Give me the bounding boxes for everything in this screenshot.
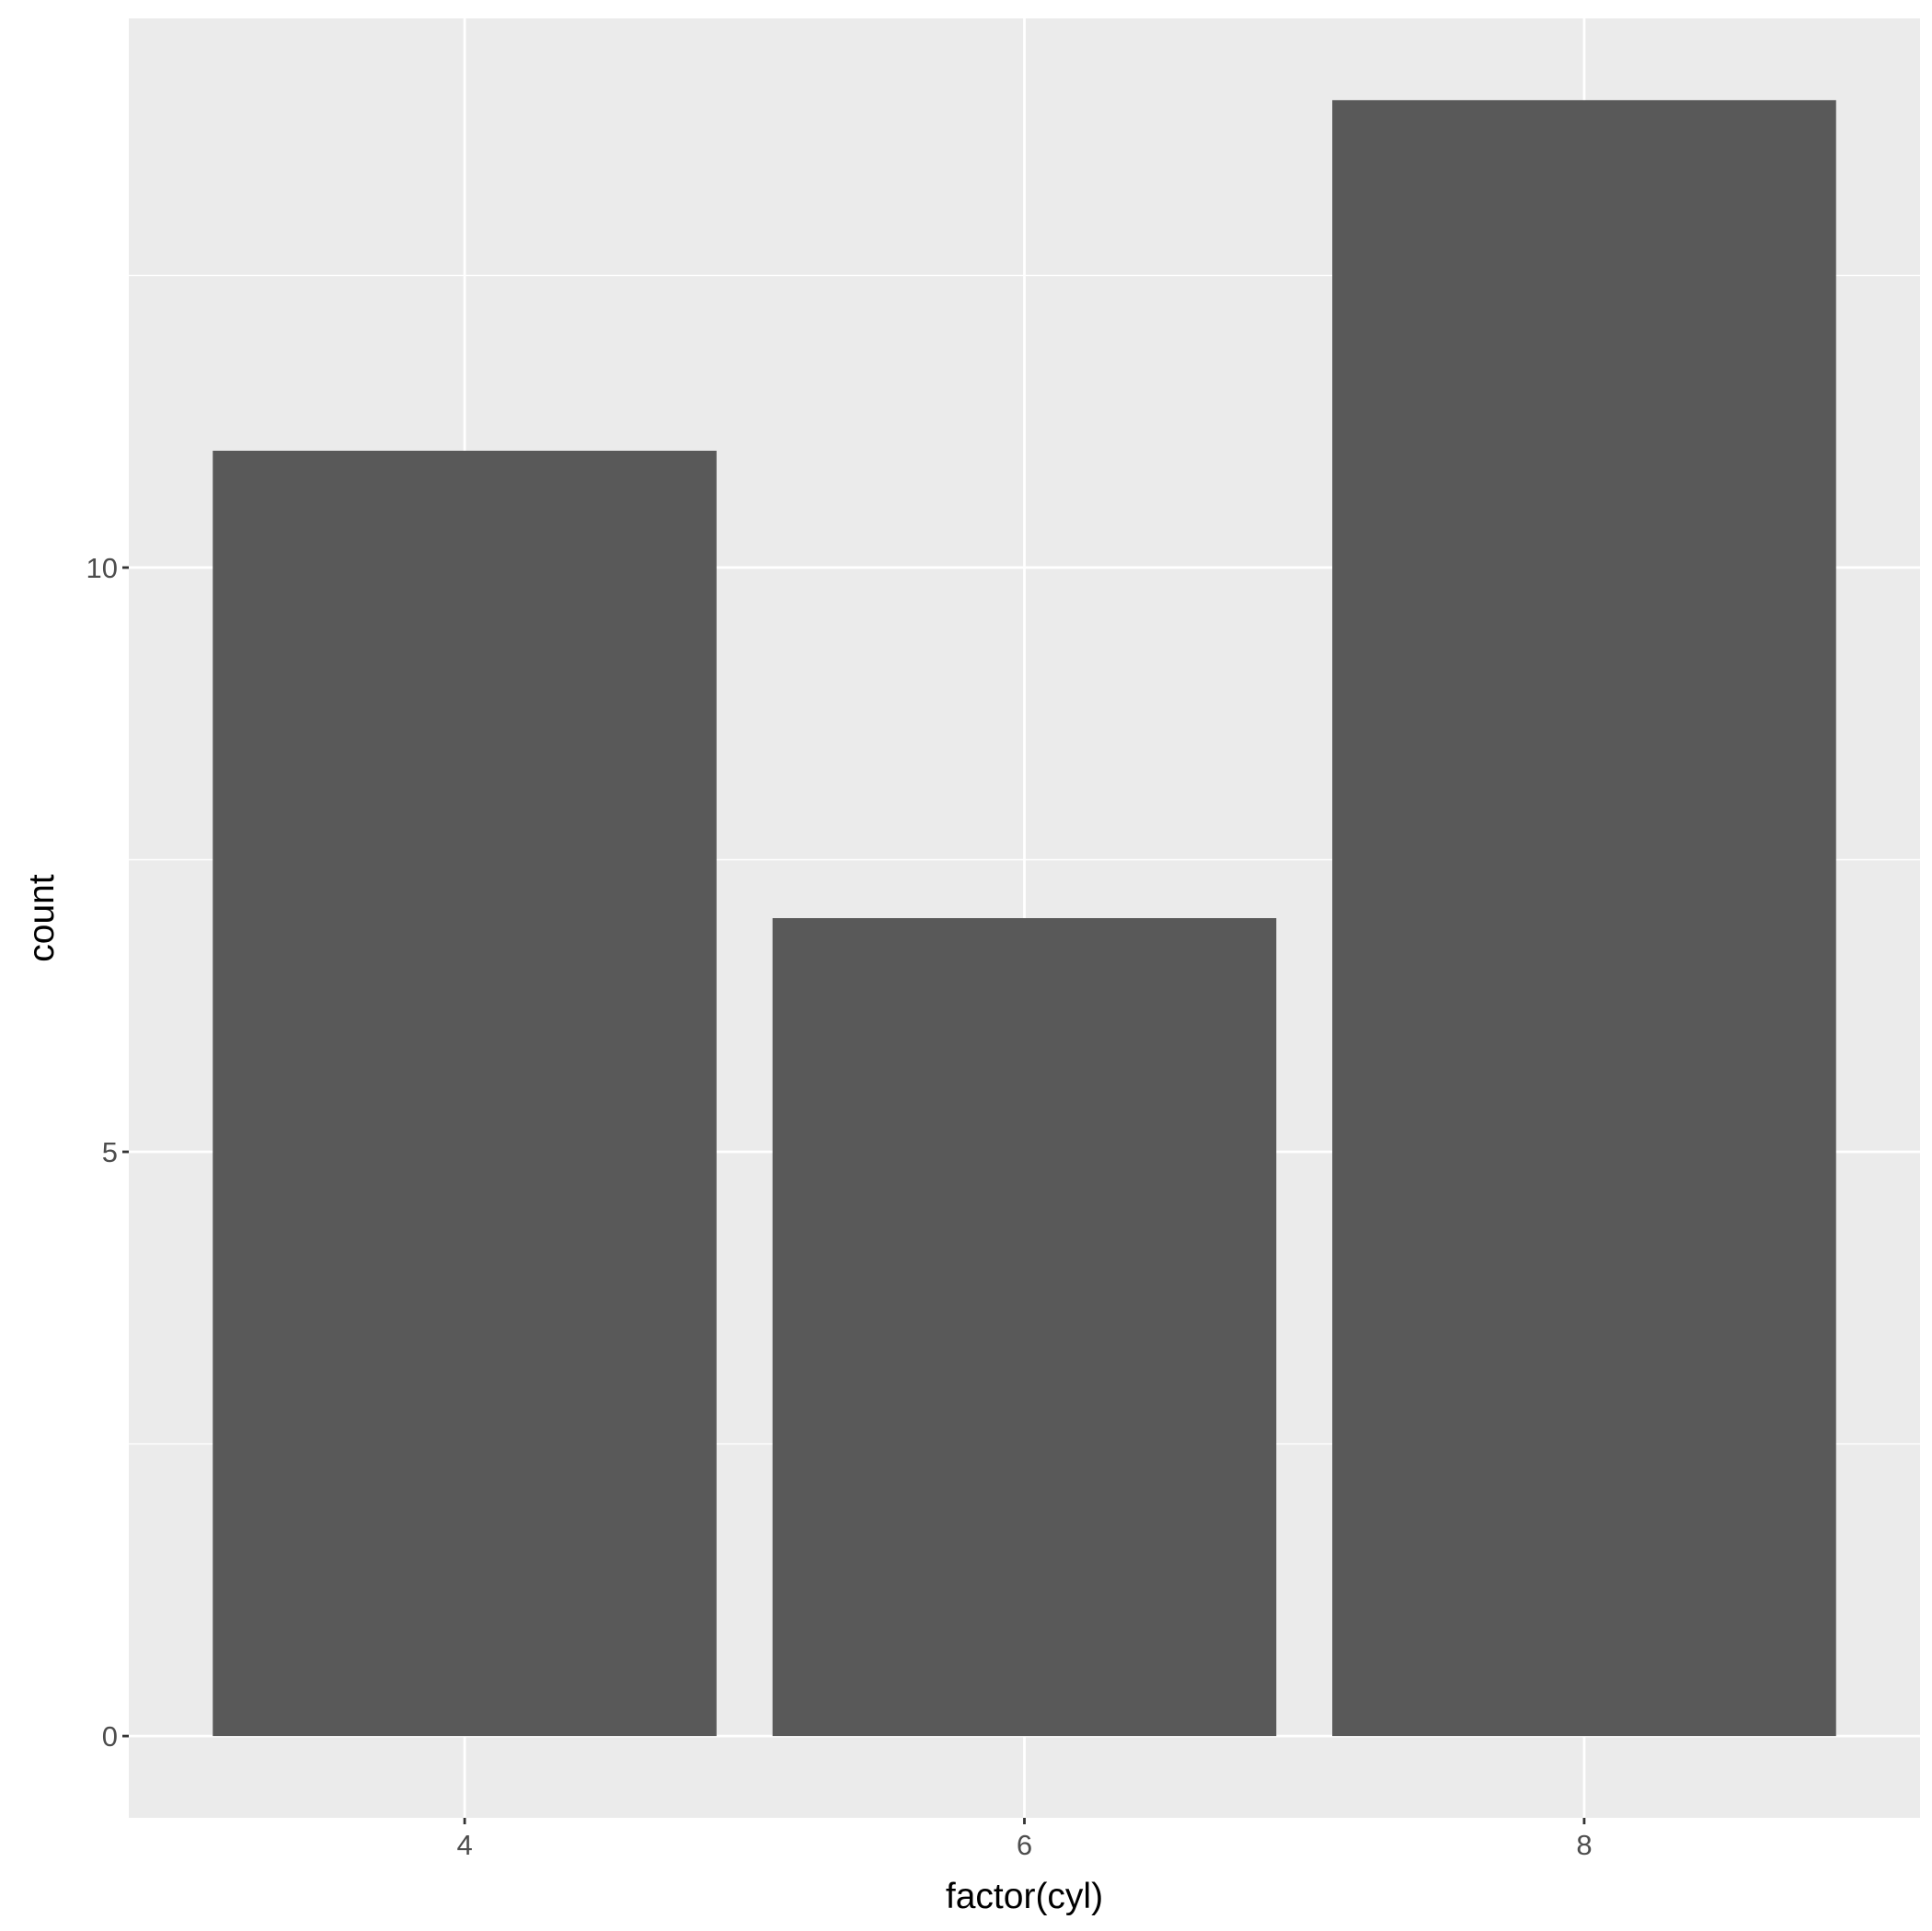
- bars: [213, 99, 1836, 1737]
- y-tick-label: 5: [102, 1136, 118, 1168]
- x-axis-label: factor(cyl): [946, 1877, 1103, 1916]
- y-tick-label: 10: [86, 552, 118, 584]
- x-tick-label: 4: [456, 1829, 472, 1861]
- x-tick-label: 8: [1576, 1829, 1592, 1861]
- bar-4: [213, 450, 717, 1737]
- bar-8: [1332, 99, 1836, 1737]
- axes: 0 5 10 4 6 8: [86, 552, 1593, 1861]
- y-tick-label: 0: [102, 1720, 118, 1753]
- y-axis-label: count: [22, 874, 62, 962]
- x-tick-label: 6: [1017, 1829, 1032, 1861]
- bar-6: [772, 918, 1277, 1737]
